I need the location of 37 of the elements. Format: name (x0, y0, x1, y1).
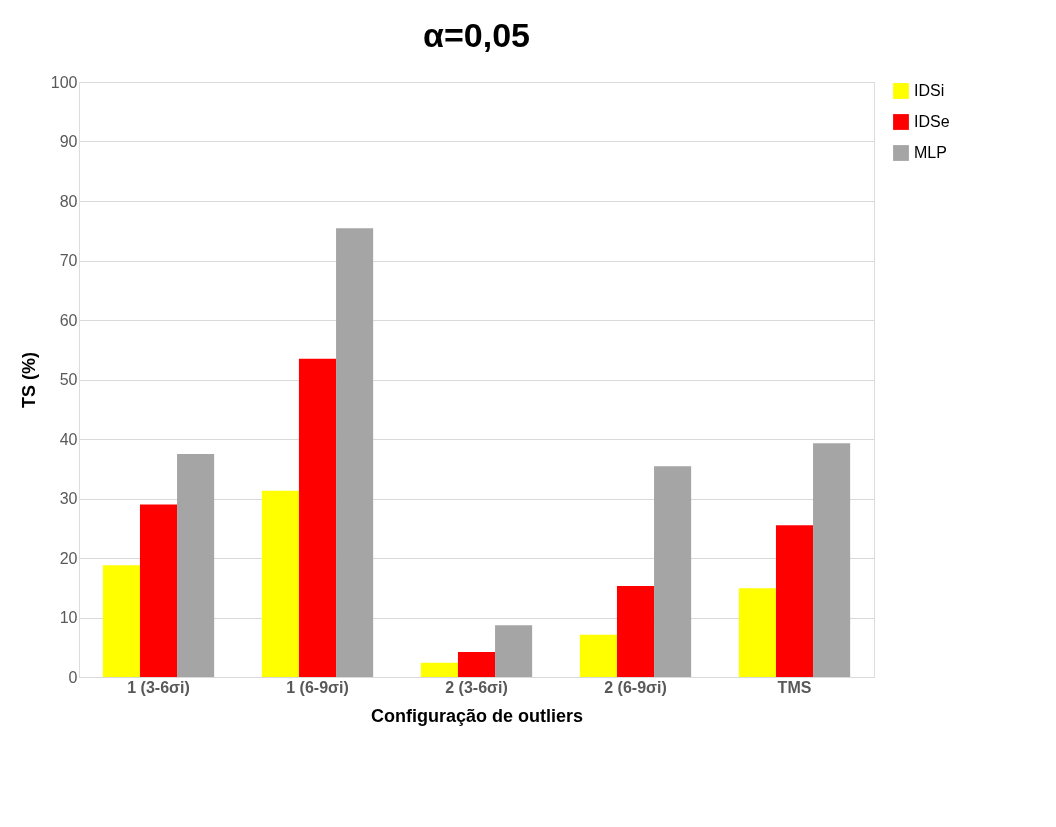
x-axis-title: Configuração de outliers (370, 705, 584, 726)
bar (177, 453, 215, 677)
x-tick-label: 2 (3-6σi) (445, 678, 508, 696)
bar (616, 585, 655, 677)
bar (261, 490, 299, 677)
bar (336, 228, 374, 677)
y-tick-label: 90 (59, 133, 78, 150)
bar (579, 634, 617, 677)
bar (298, 358, 337, 677)
y-tick-label: 60 (59, 311, 78, 329)
y-axis-title: TS (%) (18, 352, 39, 408)
legend-label: IDSi (914, 82, 945, 99)
x-tick-label: TMS (777, 678, 812, 696)
y-tick-label: 10 (59, 609, 78, 626)
x-tick-label: 1 (3-6σi) (127, 678, 190, 696)
y-tick-label: 0 (68, 668, 78, 686)
x-tick-label: 2 (6-9σi) (604, 678, 667, 696)
bar (139, 504, 178, 677)
bar (457, 652, 496, 677)
y-tick-label: 20 (59, 549, 78, 567)
y-tick-label: 70 (59, 252, 78, 269)
bar (813, 443, 851, 677)
y-tick-label: 40 (59, 430, 78, 448)
y-tick-label: 100 (50, 73, 78, 91)
bar (420, 662, 458, 677)
bar (495, 625, 533, 677)
bar (738, 588, 776, 677)
chart-title: α=0,05 (423, 16, 530, 54)
y-tick-label: 50 (59, 371, 78, 388)
legend-label: IDSe (914, 113, 950, 130)
bar (775, 525, 814, 677)
bar (102, 565, 140, 677)
y-tick-label: 30 (59, 490, 78, 507)
y-tick-label: 80 (59, 192, 78, 210)
x-tick-label: 1 (6-9σi) (286, 678, 349, 696)
bar (654, 466, 692, 677)
legend-label: MLP (914, 144, 947, 161)
